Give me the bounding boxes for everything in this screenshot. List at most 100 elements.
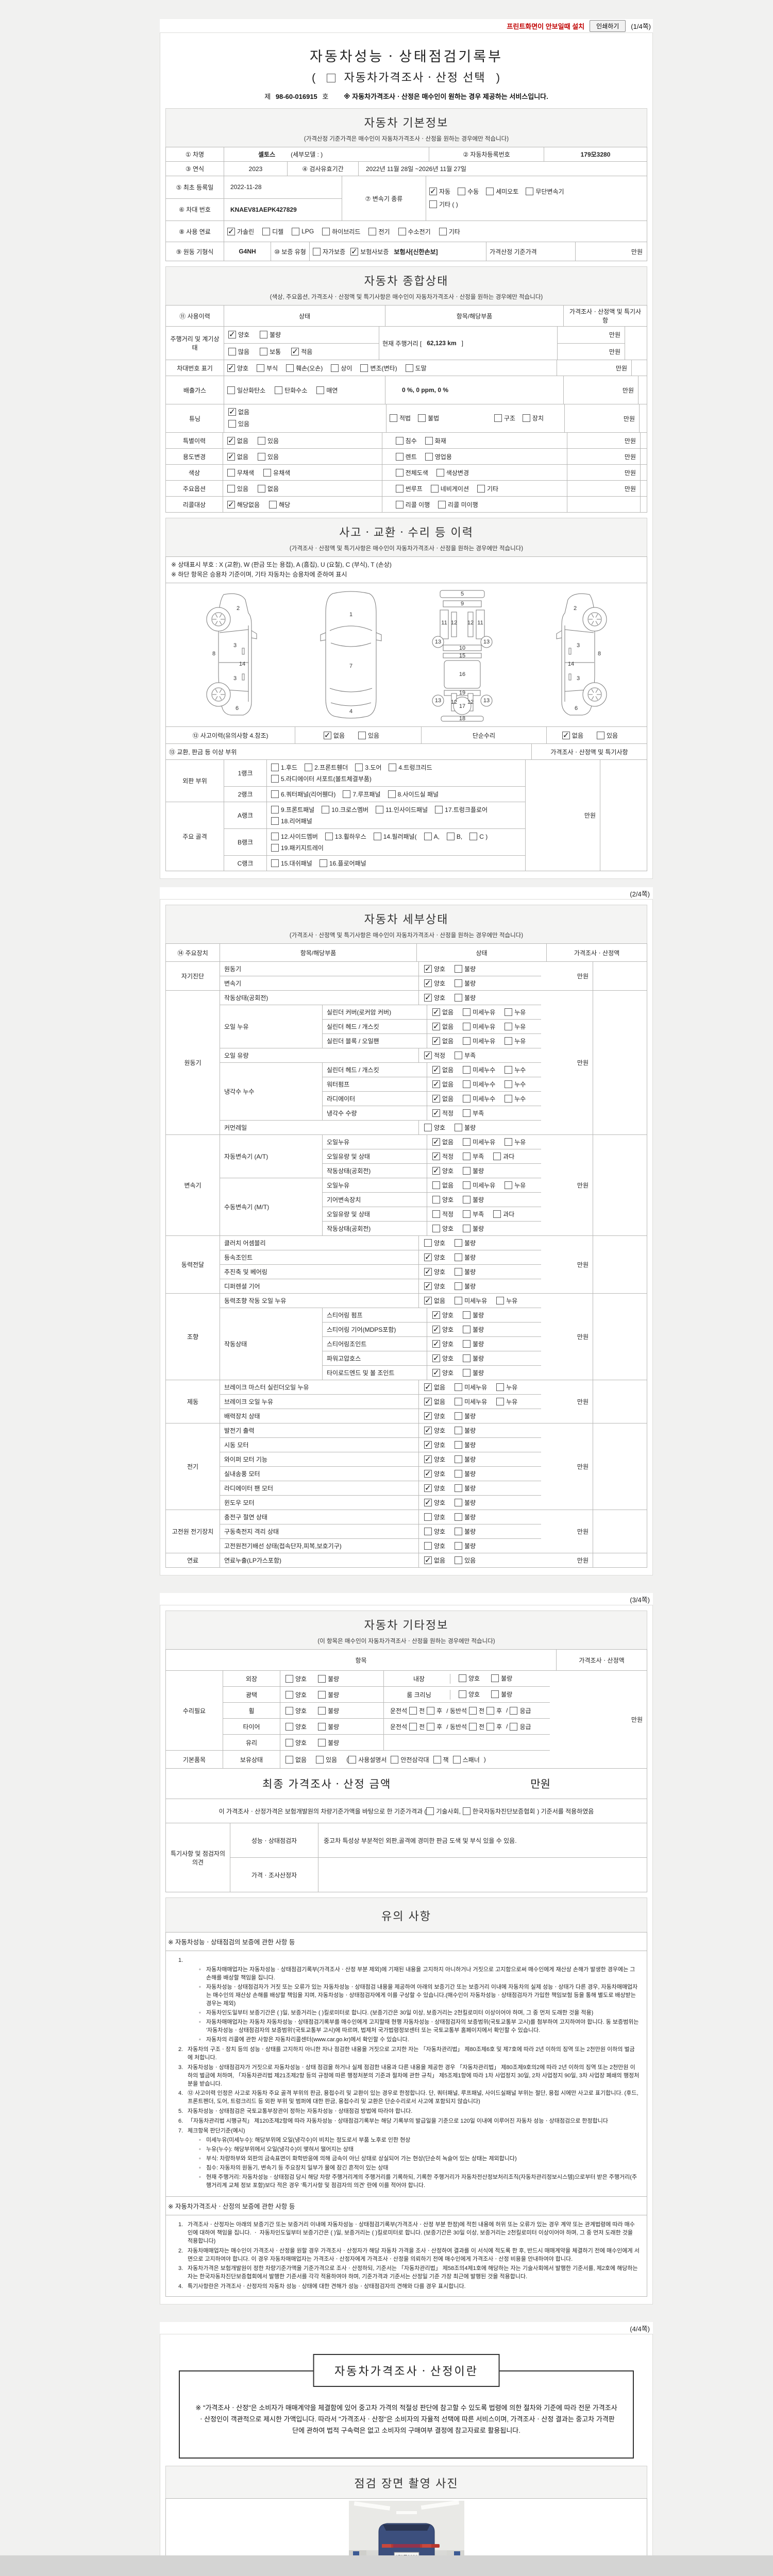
checkbox-렌트[interactable] — [395, 452, 404, 461]
checkbox-전[interactable] — [409, 1706, 417, 1715]
checkbox-양호[interactable] — [432, 1225, 440, 1233]
checkbox-색상변경[interactable] — [436, 468, 444, 477]
checkbox-불량[interactable] — [463, 1354, 471, 1363]
checkbox-없음[interactable] — [432, 1079, 440, 1089]
print-install-link[interactable]: 프린트화면이 안보일때 설치 — [507, 22, 585, 30]
checkbox-5.라디에이터 서포트(볼트체결부품)[interactable] — [271, 775, 279, 783]
checkbox-양호[interactable] — [424, 1513, 432, 1521]
checkbox-훼손(오손)[interactable] — [286, 364, 294, 372]
checkbox-미세누유[interactable] — [463, 1037, 471, 1045]
checkbox-미세누유[interactable] — [455, 1383, 463, 1392]
checkbox-있음[interactable] — [455, 1556, 463, 1565]
checkbox-매연[interactable] — [316, 386, 325, 394]
checkbox-불량[interactable] — [463, 1311, 471, 1319]
checkbox-불량[interactable] — [455, 1528, 463, 1536]
checkbox-양호[interactable] — [432, 1368, 440, 1377]
checkbox-불량[interactable] — [455, 1441, 463, 1449]
checkbox-양호[interactable] — [432, 1325, 440, 1334]
checkbox-불량[interactable] — [318, 1674, 326, 1683]
checkbox-양호[interactable] — [424, 1239, 432, 1247]
checkbox-양호[interactable] — [424, 1454, 432, 1464]
checkbox-양호[interactable] — [228, 330, 236, 339]
checkbox-미세누유[interactable] — [455, 1297, 463, 1305]
checkbox-양호[interactable] — [285, 1722, 293, 1731]
checkbox-전체도색[interactable] — [395, 468, 404, 477]
checkbox-미세누유[interactable] — [463, 1023, 471, 1031]
checkbox-없음[interactable] — [323, 731, 331, 740]
checkbox-3.도어[interactable] — [355, 764, 363, 772]
checkbox-리콜 이행[interactable] — [395, 500, 404, 509]
checkbox-LPG[interactable] — [292, 227, 300, 235]
checkbox-불량[interactable] — [455, 1427, 463, 1435]
checkbox-한국자동차진단보증협회[interactable] — [462, 1807, 470, 1815]
checkbox-변조(변타)[interactable] — [360, 364, 368, 372]
checkbox-불량[interactable] — [318, 1722, 326, 1731]
checkbox-누유[interactable] — [496, 1297, 505, 1305]
checkbox-후[interactable] — [486, 1706, 495, 1715]
checkbox-불량[interactable] — [455, 1455, 463, 1464]
checkbox-네비게이션[interactable] — [430, 484, 439, 493]
checkbox-1.후드[interactable] — [271, 764, 279, 772]
checkbox-부족[interactable] — [463, 1153, 471, 1161]
checkbox-불량[interactable] — [455, 994, 463, 1002]
checkbox-장치[interactable] — [522, 414, 530, 422]
checkbox-과다[interactable] — [493, 1210, 501, 1218]
checkbox-미세누유[interactable] — [463, 1008, 471, 1016]
checkbox-있음[interactable] — [258, 436, 266, 445]
checkbox-불량[interactable] — [455, 1268, 463, 1276]
checkbox-과다[interactable] — [493, 1153, 501, 1161]
checkbox-양호[interactable] — [285, 1706, 293, 1715]
checkbox-자가보증[interactable] — [313, 247, 321, 256]
checkbox-불량[interactable] — [455, 1282, 463, 1291]
checkbox-A,[interactable] — [424, 833, 432, 841]
checkbox-기타[interactable] — [477, 484, 485, 493]
checkbox-기타 ( )[interactable] — [429, 200, 437, 208]
checkbox-해당없음[interactable] — [227, 500, 235, 509]
checkbox-없음[interactable] — [432, 1036, 440, 1045]
checkbox-양호[interactable] — [424, 1124, 432, 1132]
checkbox-불량[interactable] — [318, 1690, 326, 1699]
checkbox-양호[interactable] — [459, 1690, 466, 1698]
checkbox-18.리어패널[interactable] — [271, 817, 279, 825]
checkbox-미세누유[interactable] — [463, 1181, 471, 1190]
checkbox-없음[interactable] — [432, 1065, 440, 1074]
checkbox-없음[interactable] — [424, 1382, 432, 1392]
checkbox-양호[interactable] — [432, 1353, 440, 1363]
checkbox-침수[interactable] — [395, 436, 404, 445]
checkbox-불량[interactable] — [463, 1196, 471, 1204]
checkbox-13.휠하우스[interactable] — [325, 833, 333, 841]
checkbox-양호[interactable] — [424, 1469, 432, 1478]
checkbox-없음[interactable] — [228, 407, 236, 416]
checkbox-무채색[interactable] — [227, 468, 235, 477]
checkbox-양호[interactable] — [424, 1440, 432, 1449]
checkbox-없음[interactable] — [432, 1181, 440, 1190]
checkbox-후[interactable] — [427, 1706, 435, 1715]
checkbox-해당[interactable] — [269, 500, 277, 509]
checkbox-응급[interactable] — [510, 1706, 518, 1715]
checkbox-양호[interactable] — [432, 1166, 440, 1175]
checkbox-상이[interactable] — [331, 364, 339, 372]
checkbox-양호[interactable] — [424, 964, 432, 973]
checkbox-양호[interactable] — [459, 1674, 466, 1682]
print-button[interactable]: 인쇄하기 — [590, 20, 626, 32]
checkbox-스패너[interactable] — [452, 1755, 461, 1764]
checkbox-15.대쉬패널[interactable] — [271, 859, 279, 868]
checkbox-전[interactable] — [409, 1722, 417, 1731]
checkbox-양호[interactable] — [424, 1411, 432, 1420]
checkbox-세미오토[interactable] — [486, 188, 494, 195]
checkbox-적정[interactable] — [432, 1151, 440, 1161]
checkbox-2.프론트휀더[interactable] — [305, 764, 313, 772]
checkbox-C )[interactable] — [469, 833, 478, 841]
checkbox-6.쿼터패널(리어휀다)[interactable] — [271, 790, 279, 799]
checkbox-적법[interactable] — [390, 414, 397, 422]
checkbox-디젤[interactable] — [262, 227, 271, 235]
checkbox-부족[interactable] — [463, 1109, 471, 1117]
checkbox-썬루프[interactable] — [395, 484, 404, 493]
checkbox-양호[interactable] — [227, 363, 235, 372]
checkbox-불량[interactable] — [463, 1326, 471, 1334]
checkbox-있음[interactable] — [228, 420, 236, 428]
checkbox-구조[interactable] — [494, 414, 502, 422]
checkbox-불량[interactable] — [455, 1542, 463, 1550]
checkbox-가솔린[interactable] — [227, 227, 235, 236]
checkbox-탄화수소[interactable] — [275, 386, 283, 394]
